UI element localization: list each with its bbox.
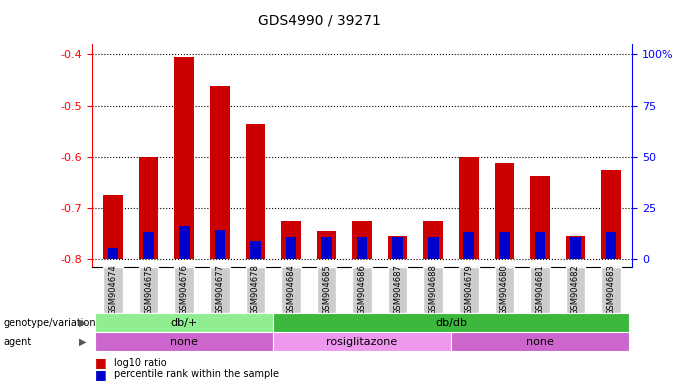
Text: percentile rank within the sample: percentile rank within the sample [114, 369, 279, 379]
Text: GSM904680: GSM904680 [500, 265, 509, 315]
Text: GSM904675: GSM904675 [144, 265, 153, 315]
Text: GSM904676: GSM904676 [180, 265, 189, 315]
Bar [103, 195, 123, 259]
Bar [282, 221, 301, 259]
Bar [321, 237, 332, 259]
FancyBboxPatch shape [210, 267, 230, 313]
Text: GSM904687: GSM904687 [393, 265, 402, 315]
FancyBboxPatch shape [95, 313, 273, 332]
FancyBboxPatch shape [95, 332, 273, 351]
Text: ▶: ▶ [79, 337, 86, 347]
Text: GSM904684: GSM904684 [286, 265, 296, 315]
Text: agent: agent [3, 337, 32, 347]
Text: db/db: db/db [435, 318, 467, 328]
Bar [352, 221, 372, 259]
Bar [570, 237, 581, 259]
Text: log10 ratio: log10 ratio [114, 358, 167, 368]
Bar [499, 232, 510, 259]
Text: GSM904682: GSM904682 [571, 265, 580, 315]
FancyBboxPatch shape [601, 267, 621, 313]
Bar [601, 170, 621, 259]
Text: GSM904681: GSM904681 [535, 265, 545, 315]
FancyBboxPatch shape [273, 332, 451, 351]
Text: rosiglitazone: rosiglitazone [326, 337, 398, 347]
Bar [108, 248, 118, 259]
Bar [464, 232, 474, 259]
FancyBboxPatch shape [175, 267, 194, 313]
Bar [494, 164, 514, 259]
Text: db/+: db/+ [171, 318, 198, 328]
FancyBboxPatch shape [317, 267, 337, 313]
FancyBboxPatch shape [424, 267, 443, 313]
Bar [143, 232, 154, 259]
Bar [250, 242, 260, 259]
Text: GSM904683: GSM904683 [607, 265, 615, 315]
Bar [286, 237, 296, 259]
Bar [459, 157, 479, 259]
FancyBboxPatch shape [451, 332, 629, 351]
Text: GSM904674: GSM904674 [109, 265, 118, 315]
Text: GSM904686: GSM904686 [358, 265, 367, 315]
Bar [179, 226, 190, 259]
Text: GSM904678: GSM904678 [251, 265, 260, 315]
Text: none: none [170, 337, 198, 347]
Bar [210, 86, 230, 259]
FancyBboxPatch shape [245, 267, 265, 313]
FancyBboxPatch shape [139, 267, 158, 313]
Bar [139, 157, 158, 259]
Bar [606, 232, 616, 259]
Bar [317, 231, 337, 259]
FancyBboxPatch shape [388, 267, 407, 313]
Text: none: none [526, 337, 554, 347]
FancyBboxPatch shape [530, 267, 549, 313]
FancyBboxPatch shape [494, 267, 514, 313]
Text: GDS4990 / 39271: GDS4990 / 39271 [258, 13, 381, 27]
Bar [245, 124, 265, 259]
Bar [534, 232, 545, 259]
Bar [530, 176, 549, 259]
Bar [566, 236, 585, 259]
FancyBboxPatch shape [566, 267, 585, 313]
Text: GSM904685: GSM904685 [322, 265, 331, 315]
Text: GSM904677: GSM904677 [216, 265, 224, 315]
FancyBboxPatch shape [273, 313, 629, 332]
Bar [424, 221, 443, 259]
Text: GSM904688: GSM904688 [428, 265, 438, 315]
Text: ■: ■ [95, 368, 107, 381]
Bar [357, 237, 367, 259]
Bar [428, 237, 439, 259]
Bar [214, 230, 225, 259]
FancyBboxPatch shape [282, 267, 301, 313]
Text: ▶: ▶ [79, 318, 86, 328]
Bar [388, 236, 407, 259]
Bar [175, 57, 194, 259]
Text: genotype/variation: genotype/variation [3, 318, 96, 328]
FancyBboxPatch shape [352, 267, 372, 313]
Text: ■: ■ [95, 356, 107, 369]
FancyBboxPatch shape [459, 267, 479, 313]
FancyBboxPatch shape [103, 267, 123, 313]
Bar [392, 237, 403, 259]
Text: GSM904679: GSM904679 [464, 265, 473, 315]
